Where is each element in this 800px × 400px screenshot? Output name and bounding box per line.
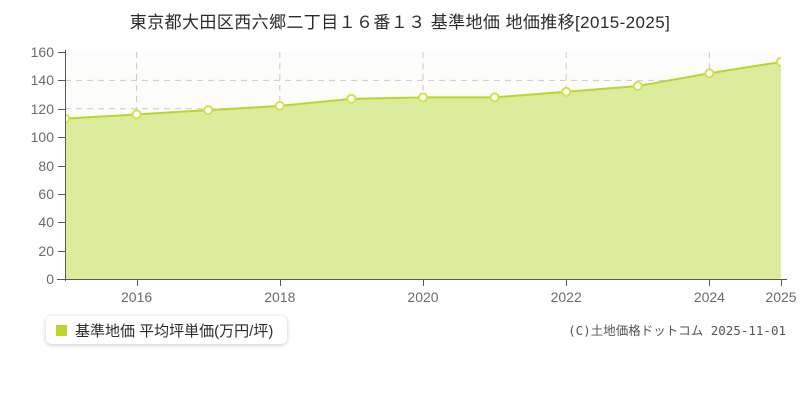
y-tick-label: 40 [38,214,54,231]
x-tick-label: 2022 [550,289,582,305]
y-tick-label: 160 [30,44,54,60]
chart-legend: 基準地価 平均坪単価(万円/坪) [46,316,288,344]
x-tick-mark [566,279,568,286]
chart-title: 東京都大田区西六郷二丁目１６番１３ 基準地価 地価推移[2015-2025] [129,13,671,32]
x-tick-mark [781,279,782,286]
x-tick-mark [279,279,281,286]
x-tick-label: 2024 [693,289,725,305]
series-plot [65,52,781,279]
y-tick-label: 140 [30,72,54,89]
y-tick-mark [58,250,66,252]
y-tick-mark [58,165,66,167]
y-tick-label: 60 [38,185,54,202]
y-tick-mark [58,80,66,82]
y-tick-label: 0 [46,271,54,287]
legend-color-swatch [56,324,67,336]
copyright-credit: (C)土地価格ドットコム 2025-11-01 [568,323,786,338]
x-tick-mark [709,279,711,286]
x-tick-mark [423,279,424,286]
x-tick-label: 2025 [765,289,797,305]
y-tick-label: 20 [38,242,54,259]
legend-label: 基準地価 平均坪単価(万円/坪) [75,322,274,340]
y-tick-mark [58,279,66,280]
x-tick-mark [136,279,138,286]
data-point-markers [65,56,781,124]
y-tick-label: 80 [38,157,54,174]
plot-area [65,52,781,279]
x-tick-label: 2020 [407,289,439,305]
y-tick-mark [58,222,66,224]
y-tick-mark [58,137,66,139]
y-tick-label: 120 [30,100,54,117]
y-tick-mark [58,193,66,195]
y-tick-label: 100 [30,129,54,146]
x-tick-label: 2018 [264,289,296,305]
y-tick-mark [58,52,66,53]
x-tick-label: 2016 [121,289,153,305]
y-tick-mark [58,108,66,110]
area-fill [65,61,781,279]
x-axis-line [57,279,787,280]
